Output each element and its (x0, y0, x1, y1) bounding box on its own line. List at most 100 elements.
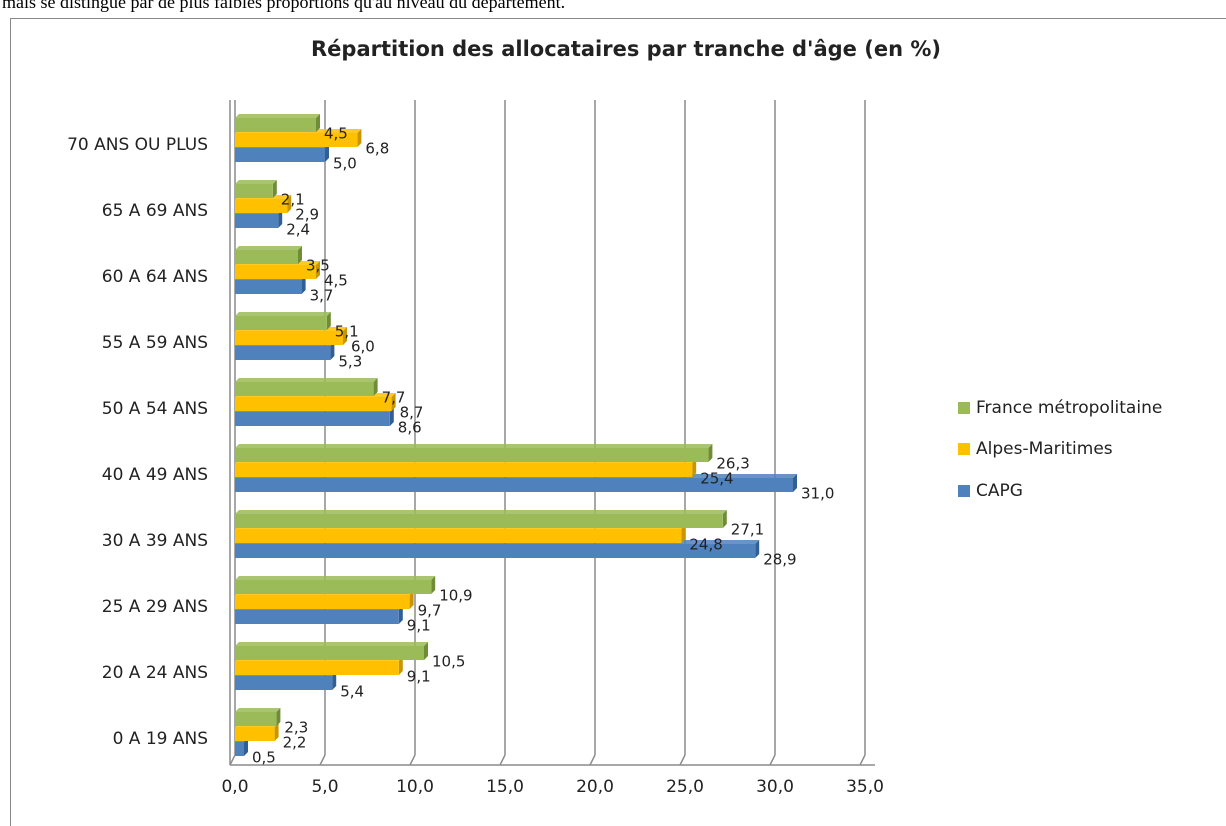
bar-side (330, 342, 335, 360)
value-label: 2,1 (281, 191, 305, 209)
bar (235, 510, 727, 528)
bar-side (398, 606, 403, 624)
legend-label: Alpes-Maritimes (976, 439, 1113, 459)
bar-side (722, 510, 727, 528)
grid-line (769, 754, 776, 766)
bar-side (316, 114, 320, 132)
value-label: 9,1 (407, 668, 431, 686)
value-label: 6,8 (365, 140, 389, 158)
bar-face (235, 148, 325, 162)
value-label: 31,0 (801, 485, 834, 503)
bar-face (235, 478, 793, 492)
bar (235, 708, 281, 726)
bar-side (692, 459, 697, 477)
value-label: 2,4 (286, 221, 310, 239)
value-label: 3,7 (310, 287, 334, 305)
y-tick-label: 55 A 59 ANS (102, 333, 208, 353)
bar (235, 378, 378, 396)
value-label: 8,7 (400, 404, 424, 422)
bar-side (276, 708, 281, 726)
x-tick-label: 15,0 (486, 777, 524, 797)
bar-side (325, 144, 329, 162)
value-label: 10,5 (432, 653, 465, 671)
bar-side (332, 672, 337, 690)
grid-line (499, 754, 506, 766)
bar-face (235, 544, 756, 558)
value-label: 5,1 (335, 323, 359, 341)
bar-face (235, 118, 316, 132)
value-label: 25,4 (700, 470, 733, 488)
legend-label: France métropolitaine (976, 398, 1162, 418)
value-label: 6,0 (351, 338, 375, 356)
bar-side (301, 276, 306, 294)
y-tick-label: 65 A 69 ANS (102, 201, 208, 221)
bar-face (235, 529, 682, 543)
bar-top (235, 510, 727, 514)
grid-line (319, 754, 326, 766)
x-tick-label: 35,0 (846, 777, 884, 797)
value-label: 10,9 (439, 587, 472, 605)
y-tick-label: 30 A 39 ANS (102, 531, 208, 551)
value-label: 26,3 (716, 455, 749, 473)
y-tick-label: 20 A 24 ANS (102, 663, 208, 683)
bar-top (235, 114, 320, 118)
bar-face (235, 133, 358, 147)
bar-side (274, 723, 279, 741)
value-label: 9,7 (418, 602, 442, 620)
bar-face (235, 514, 723, 528)
bar-face (235, 580, 432, 594)
x-tick-label: 5,0 (311, 777, 338, 797)
bar-face (235, 727, 275, 741)
bar-side (316, 261, 320, 279)
bar-face (235, 331, 343, 345)
value-label: 27,1 (731, 521, 764, 539)
value-label: 24,8 (689, 536, 722, 554)
grid-line (859, 754, 866, 766)
value-label: 2,9 (295, 206, 319, 224)
bar-face (235, 448, 709, 462)
bar (235, 180, 277, 198)
bar-face (235, 595, 410, 609)
bar (235, 444, 713, 462)
value-label: 9,1 (407, 617, 431, 635)
bar-side (287, 195, 292, 213)
bar-top (235, 180, 277, 184)
bar-top (235, 708, 281, 712)
value-label: 3,5 (306, 257, 330, 275)
legend-swatch (958, 402, 970, 414)
bar-face (235, 214, 279, 228)
bar-face (235, 382, 374, 396)
bar-top (235, 246, 302, 250)
value-label: 4,5 (324, 272, 348, 290)
value-label: 8,6 (398, 419, 422, 437)
bar-face (235, 712, 277, 726)
bar-side (409, 591, 414, 609)
bar-top (235, 642, 428, 646)
bar-face (235, 199, 288, 213)
bar-face (235, 646, 424, 660)
intro-text: mais se distingue par de plus faibles pr… (2, 0, 565, 12)
bar-face (235, 316, 327, 330)
bar-face (235, 346, 331, 360)
bar-side (755, 540, 760, 558)
bar-side (424, 642, 428, 660)
bar-face (235, 397, 392, 411)
bar-side (708, 444, 713, 462)
legend-label: CAPG (976, 481, 1023, 501)
bar (235, 312, 331, 330)
chart-frame (10, 18, 1226, 826)
bar-top (235, 576, 436, 580)
bar-side (389, 408, 394, 426)
bar-side (298, 246, 302, 264)
y-tick-label: 0 A 19 ANS (113, 729, 208, 749)
bar-face (235, 250, 298, 264)
value-label: 2,2 (283, 734, 307, 752)
bar-side (326, 312, 331, 330)
bar-top (235, 444, 713, 448)
bar-face (235, 184, 273, 198)
x-tick-label: 10,0 (396, 777, 434, 797)
y-tick-label: 25 A 29 ANS (102, 597, 208, 617)
grid-line (229, 754, 236, 766)
